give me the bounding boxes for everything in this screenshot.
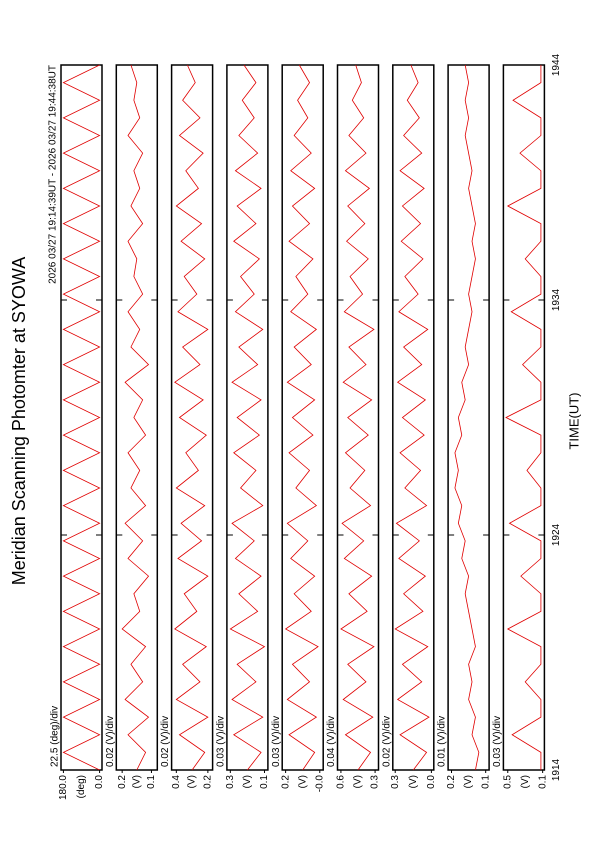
trace	[62, 64, 101, 771]
panel-scale-label: 0.02 (V)/div	[381, 716, 392, 767]
panel-scale-label: 0.03 (V)/div	[216, 716, 227, 767]
panel-frame	[115, 64, 159, 771]
x-axis-title: TIME(UT)	[566, 392, 581, 449]
y-tick-label: 0.2	[117, 775, 128, 789]
panel-frame	[170, 64, 214, 771]
y-tick-label: 0.1	[146, 775, 157, 789]
y-tick-label: 0.3	[225, 775, 236, 789]
panel-frame	[336, 64, 380, 771]
panel-scale-label: 0.04 (V)/div	[326, 716, 337, 767]
y-tick-label: 0.2	[203, 775, 214, 789]
trace	[505, 65, 542, 770]
panel-frame	[60, 64, 103, 771]
panel-frame	[392, 64, 435, 771]
panel-scale-label: 0.01 (V)/div	[437, 716, 448, 767]
panel-frame	[226, 64, 269, 771]
panel-scale-label: 0.02 (V)/div	[160, 716, 171, 767]
y-unit: (V)	[408, 775, 419, 788]
y-tick-label: 0.6	[336, 775, 347, 789]
y-unit: (V)	[187, 775, 198, 788]
y-tick-label: 0.0	[426, 775, 437, 789]
y-unit: (deg)	[76, 775, 87, 798]
x-tick-label: 1944	[551, 53, 562, 76]
y-tick-label: 0.4	[171, 775, 182, 789]
y-tick-label: 0.5	[502, 775, 513, 789]
y-unit: (V)	[353, 775, 364, 788]
panel-frame	[281, 64, 324, 771]
time-range: 2026 03/27 19:14:39UT - 2026 03/27 19:44…	[48, 65, 59, 284]
y-tick-label: 0.1	[480, 775, 491, 789]
trace	[394, 64, 430, 771]
panel-scale-label: 22.5 (deg)/div	[50, 706, 61, 767]
panel-scale-label: 0.02 (V)/div	[105, 716, 116, 767]
panel-scale-label: 0.03 (V)/div	[271, 716, 282, 767]
trace	[340, 64, 375, 771]
y-tick-label: 180.0	[58, 775, 69, 800]
x-tick-label: 1924	[551, 523, 562, 546]
panel-scale-label: 0.03 (V)/div	[492, 716, 503, 767]
y-tick-label: 0.1	[259, 775, 270, 789]
y-tick-label: -0.0	[314, 775, 325, 793]
x-tick-label: 1934	[551, 288, 562, 311]
y-tick-label: 0.1	[537, 775, 548, 789]
y-tick-label: 0.3	[390, 775, 401, 789]
rotated-plot: Meridian Scanning Photomter at SYOWA 202…	[9, 53, 582, 800]
y-unit: (V)	[297, 775, 308, 788]
y-tick-label: 0.0	[94, 775, 105, 789]
y-tick-label: 0.2	[280, 775, 291, 789]
trace	[174, 64, 209, 771]
panel-frame	[502, 64, 546, 771]
y-unit: (V)	[242, 775, 253, 788]
trace	[284, 64, 319, 771]
y-unit: (V)	[131, 775, 142, 788]
trace	[454, 64, 480, 771]
y-unit: (V)	[463, 775, 474, 788]
panel-frame	[447, 64, 490, 771]
chart-title: Meridian Scanning Photomter at SYOWA	[9, 257, 29, 585]
trace	[121, 64, 150, 771]
y-unit: (V)	[520, 775, 531, 788]
y-tick-label: 0.2	[446, 775, 457, 789]
x-tick-label: 1914	[551, 758, 562, 781]
trace	[229, 64, 266, 771]
y-tick-label: 0.3	[370, 775, 381, 789]
